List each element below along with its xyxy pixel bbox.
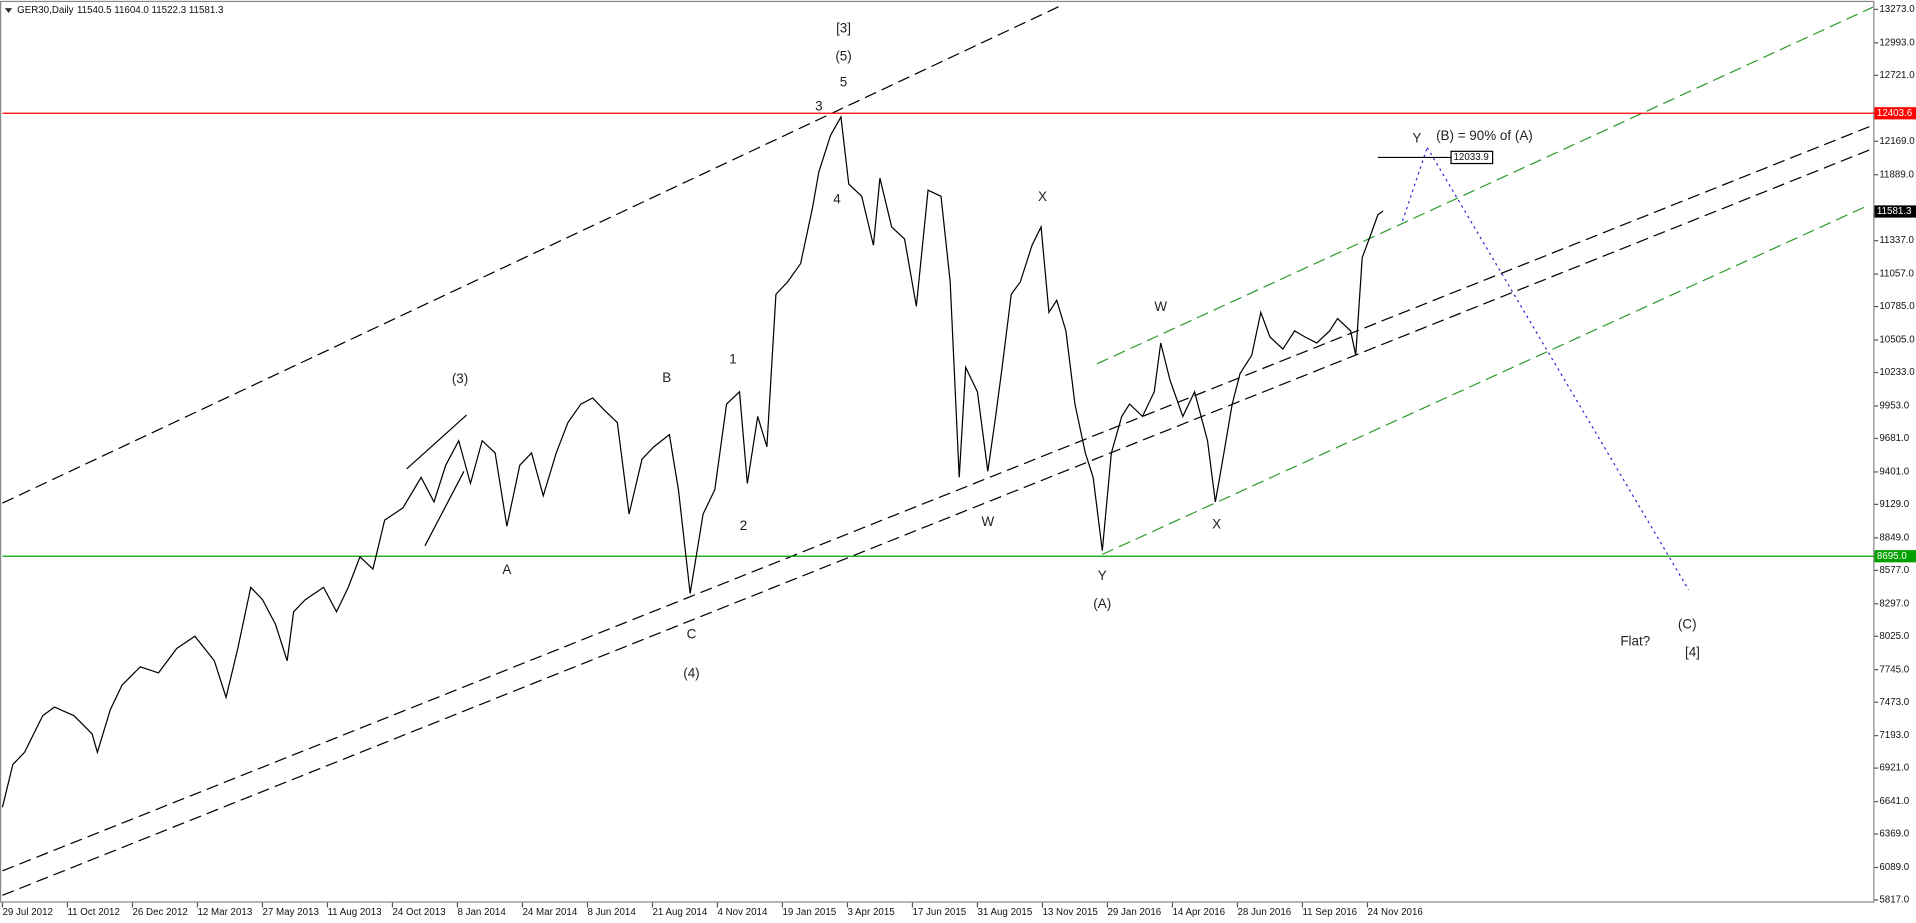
x-tick-label: 8 Jan 2014 bbox=[457, 907, 506, 918]
wave-label: 4 bbox=[833, 192, 841, 207]
wave-label: [4] bbox=[1685, 645, 1700, 660]
y-tick-label: 9953.0 bbox=[1879, 401, 1909, 412]
chart-title: GER30,Daily bbox=[17, 5, 74, 16]
y-tick-label: 11057.0 bbox=[1879, 269, 1914, 280]
trend-line bbox=[406, 414, 467, 470]
y-tick-label: 8297.0 bbox=[1879, 598, 1909, 609]
wave-label: Flat? bbox=[1620, 634, 1650, 649]
y-tick-label: 6641.0 bbox=[1879, 796, 1909, 807]
y-tick-label: 7193.0 bbox=[1879, 730, 1909, 741]
wave-label: Y bbox=[1098, 568, 1107, 583]
trend-line bbox=[1426, 147, 1690, 591]
wave-label: (4) bbox=[683, 666, 699, 681]
x-tick-label: 24 Nov 2016 bbox=[1367, 907, 1422, 918]
x-tick-label: 27 May 2013 bbox=[262, 907, 318, 918]
y-tick-label: 6921.0 bbox=[1879, 763, 1909, 774]
y-tick-label: 11889.0 bbox=[1879, 169, 1914, 180]
wave-label: 3 bbox=[815, 99, 822, 114]
y-tick-label: 9681.0 bbox=[1879, 433, 1909, 444]
x-tick-label: 11 Aug 2013 bbox=[327, 907, 381, 918]
x-tick-label: 12 Mar 2013 bbox=[197, 907, 252, 918]
x-tick-label: 24 Oct 2013 bbox=[392, 907, 445, 918]
y-tick-label: 9129.0 bbox=[1879, 499, 1909, 510]
trend-line bbox=[2, 3, 1064, 504]
x-tick-label: 11 Oct 2012 bbox=[67, 907, 119, 918]
y-tick-label: 13273.0 bbox=[1879, 4, 1915, 15]
x-tick-label: 28 Jun 2016 bbox=[1237, 907, 1291, 918]
wave-label: 2 bbox=[740, 518, 747, 533]
wave-label: (B) = 90% of (A) bbox=[1436, 128, 1533, 143]
y-tick-label: 10233.0 bbox=[1879, 367, 1915, 378]
wave-label: W bbox=[982, 514, 995, 529]
y-tick-label: 10505.0 bbox=[1879, 335, 1915, 346]
trend-line bbox=[2, 149, 1870, 896]
y-tick-label: 8025.0 bbox=[1879, 631, 1909, 642]
trend-line bbox=[1096, 6, 1874, 365]
x-tick-label: 29 Jul 2012 bbox=[2, 907, 53, 918]
wave-label: 1 bbox=[729, 352, 736, 367]
price-marker-box bbox=[1874, 205, 1916, 218]
x-tick-label: 24 Mar 2014 bbox=[522, 907, 577, 918]
wave-label: W bbox=[1154, 299, 1167, 314]
y-tick-label: 6089.0 bbox=[1879, 862, 1909, 873]
x-tick-label: 31 Aug 2015 bbox=[977, 907, 1032, 918]
y-tick-label: 12721.0 bbox=[1879, 70, 1915, 81]
level-label-box bbox=[1874, 107, 1916, 120]
y-tick-label: 7473.0 bbox=[1879, 697, 1909, 708]
y-tick-label: 10785.0 bbox=[1879, 301, 1915, 312]
x-tick-label: 29 Jan 2016 bbox=[1107, 907, 1161, 918]
y-tick-label: 12993.0 bbox=[1879, 37, 1915, 48]
header-arrow bbox=[4, 8, 13, 14]
x-tick-label: 14 Apr 2016 bbox=[1172, 907, 1225, 918]
wave-label: (3) bbox=[452, 371, 468, 386]
y-tick-label: 12169.0 bbox=[1879, 136, 1915, 147]
wave-label: (A) bbox=[1093, 596, 1111, 611]
price-line bbox=[1, 114, 1384, 808]
trend-line bbox=[424, 471, 465, 547]
x-tick-label: 21 Aug 2014 bbox=[652, 907, 707, 918]
target-label-box bbox=[1450, 150, 1494, 165]
y-tick-label: 5817.0 bbox=[1879, 895, 1909, 906]
y-tick-label: 7745.0 bbox=[1879, 664, 1909, 675]
y-tick-label: 6369.0 bbox=[1879, 829, 1909, 840]
x-tick-label: 3 Apr 2015 bbox=[847, 907, 895, 918]
x-tick-label: 11 Sep 2016 bbox=[1302, 907, 1357, 918]
y-tick-label: 8577.0 bbox=[1879, 565, 1909, 576]
price-marker-label: 11581.3 bbox=[1877, 206, 1912, 217]
wave-label: [3] bbox=[836, 21, 851, 36]
target-label: 12033.9 bbox=[1454, 152, 1489, 163]
level-label: 12403.6 bbox=[1877, 108, 1912, 119]
x-tick-label: 19 Jan 2015 bbox=[782, 907, 836, 918]
x-tick-label: 26 Dec 2012 bbox=[132, 907, 187, 918]
y-tick-label: 9401.0 bbox=[1879, 466, 1909, 477]
wave-label: C bbox=[687, 627, 697, 642]
trend-line bbox=[1401, 147, 1428, 222]
wave-label: (C) bbox=[1678, 617, 1697, 632]
trend-line bbox=[1101, 204, 1870, 556]
wave-label: 5 bbox=[840, 74, 847, 89]
wave-label: A bbox=[502, 562, 511, 577]
ohlc-header: 11540.5 11604.0 11522.3 11581.3 bbox=[77, 5, 223, 16]
x-tick-label: 17 Jun 2015 bbox=[912, 907, 966, 918]
x-tick-label: 13 Nov 2015 bbox=[1042, 907, 1098, 918]
trend-line bbox=[2, 126, 1870, 872]
wave-label: X bbox=[1212, 517, 1221, 532]
level-label: 8695.0 bbox=[1877, 551, 1907, 562]
x-tick-label: 4 Nov 2014 bbox=[717, 907, 768, 918]
wave-label: B bbox=[662, 370, 671, 385]
y-tick-label: 8849.0 bbox=[1879, 532, 1909, 543]
wave-label: (5) bbox=[835, 49, 851, 64]
x-tick-label: 8 Jun 2014 bbox=[587, 907, 636, 918]
y-tick-label: 11337.0 bbox=[1879, 235, 1914, 246]
wave-label: X bbox=[1038, 189, 1047, 204]
plot-frame bbox=[0, 0, 1875, 903]
level-label-box bbox=[1874, 550, 1916, 563]
wave-label: Y bbox=[1412, 130, 1421, 145]
